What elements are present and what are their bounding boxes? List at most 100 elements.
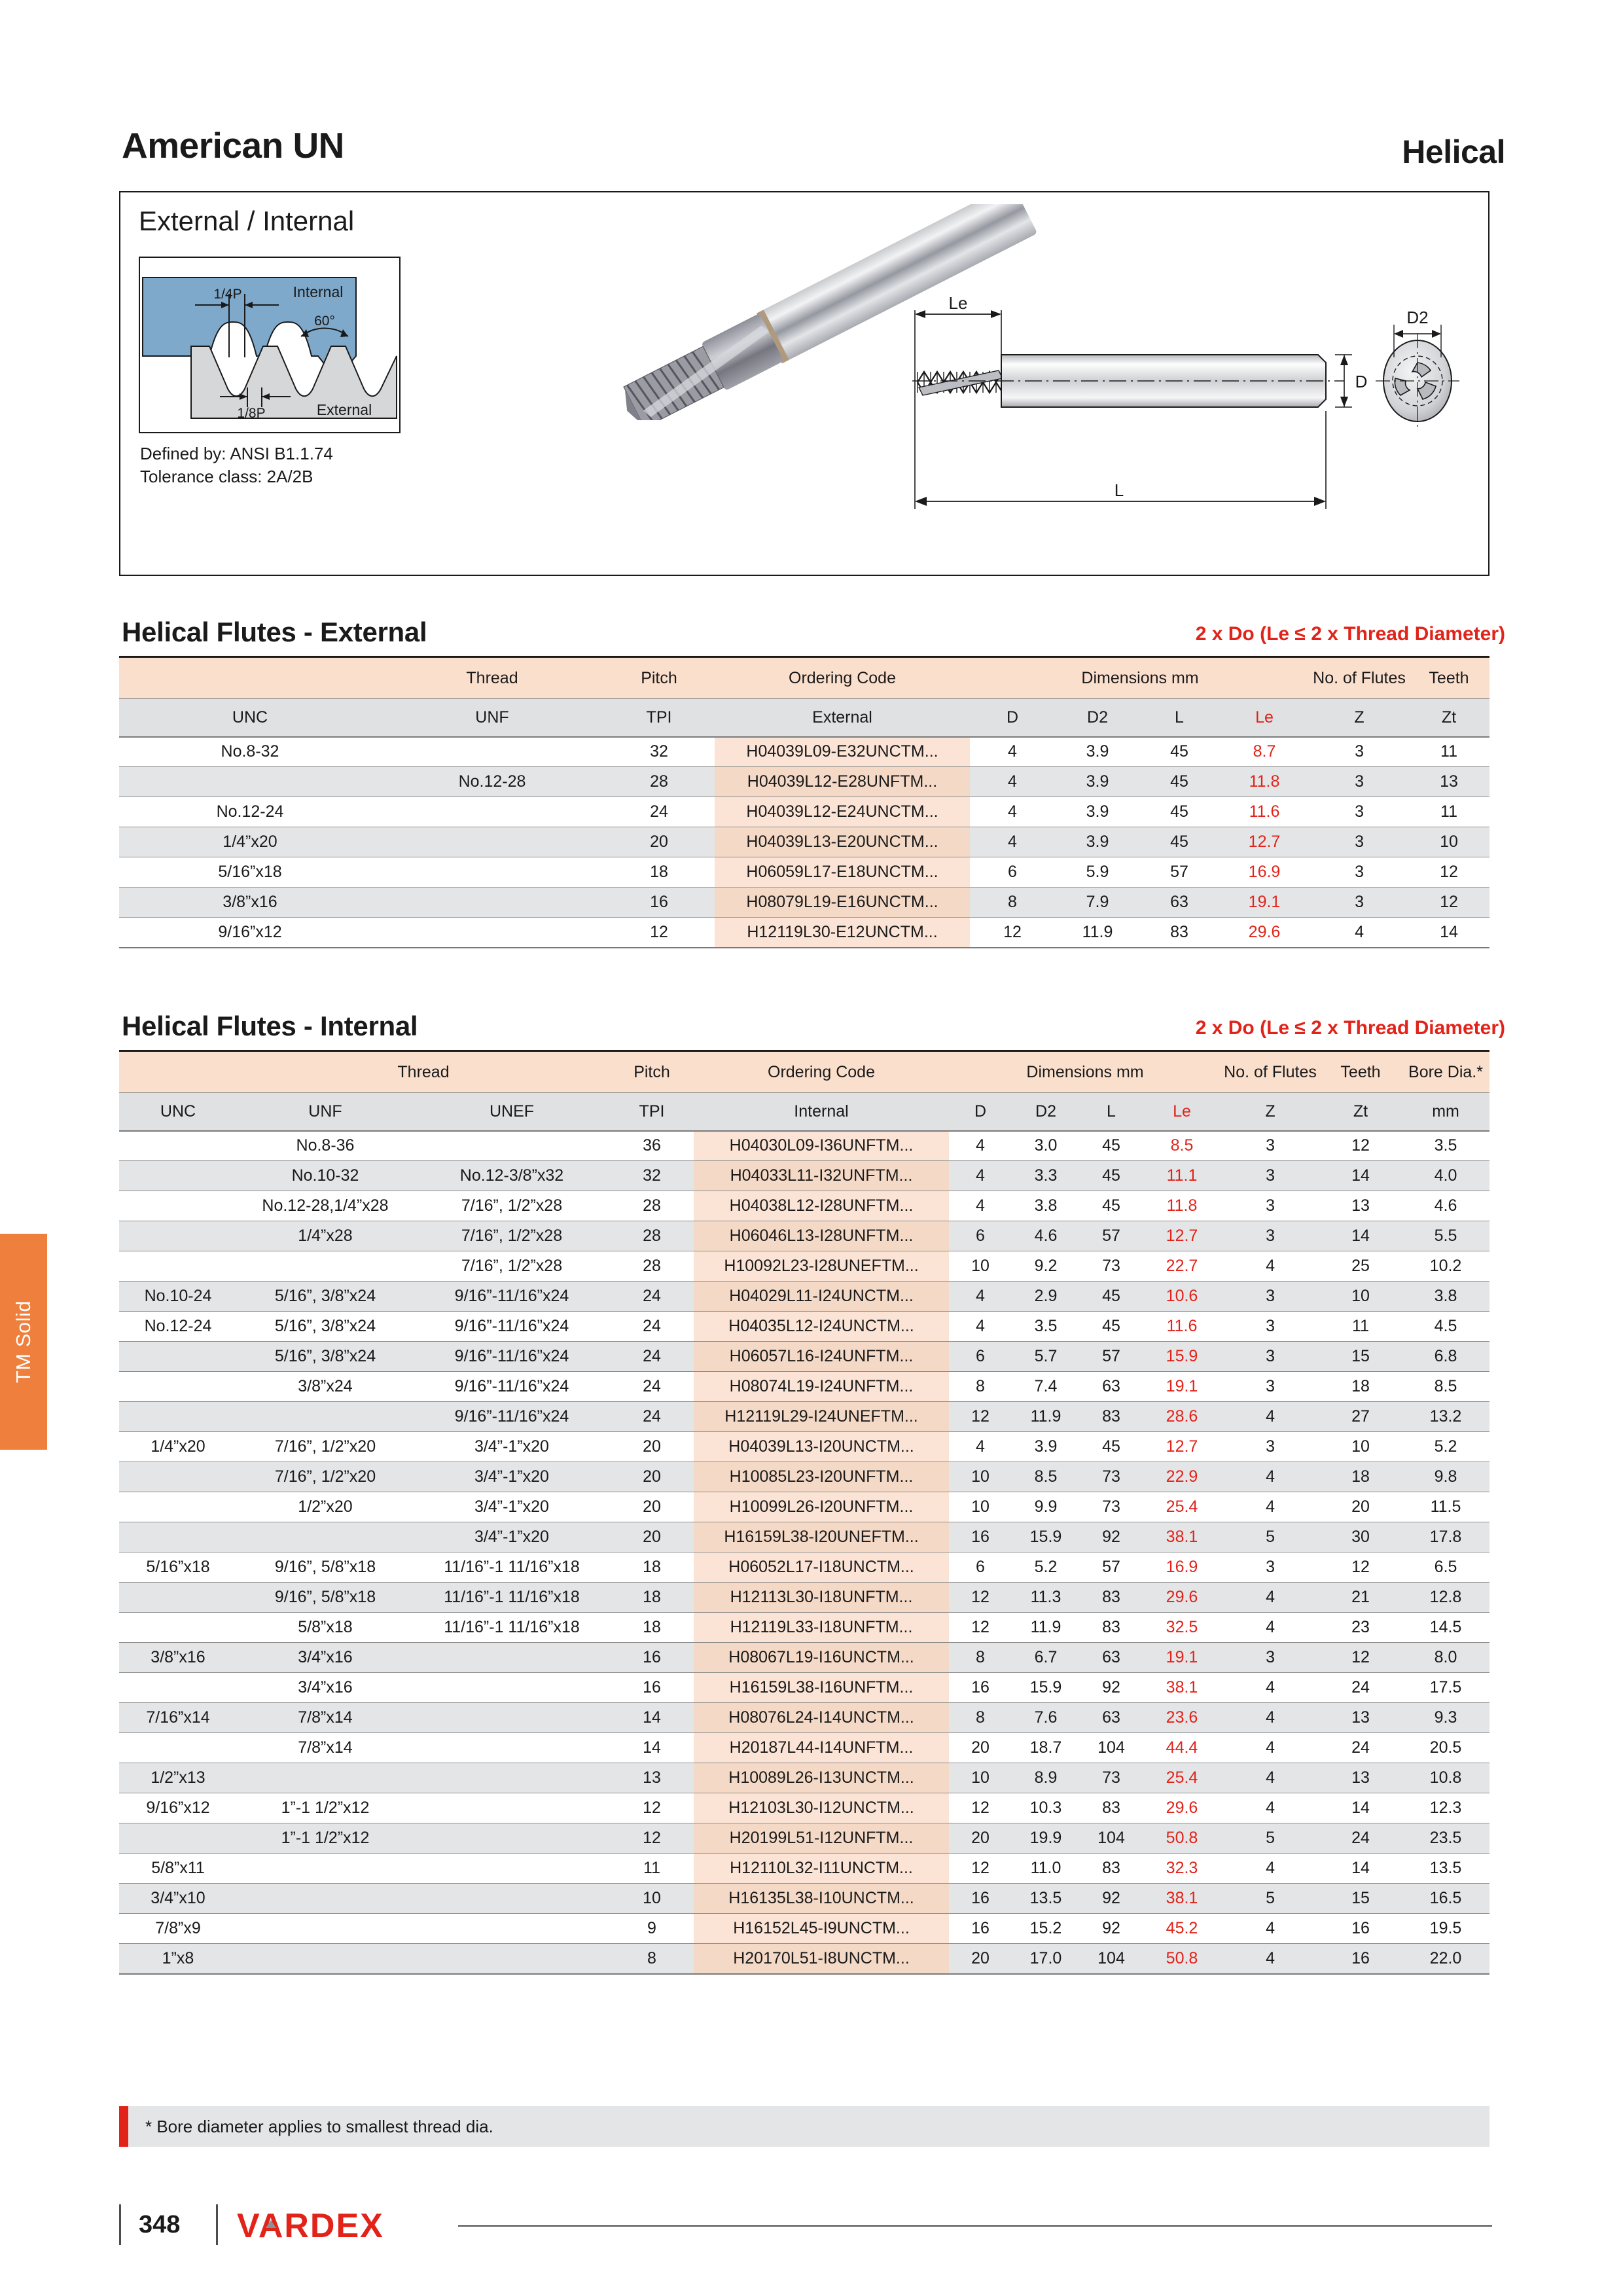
cell-d2: 15.2 [1012,1913,1080,1944]
table-row[interactable]: 1/4”x20 7/16”, 1/2”x20 3/4”-1”x20 20 H04039L… [119,1431,1490,1462]
table-row[interactable]: 7/16”x14 7/8”x14 14 H08076L24-I14UNCTM... 8 7… [119,1702,1490,1733]
cell-unf [381,857,603,888]
cell-ordering-code: H04039L13-I20UNCTM... [694,1431,949,1462]
cell-bore-dia: 19.5 [1402,1913,1490,1944]
table-row[interactable]: 1/4”x20 20 H04039L13-E20UNCTM... 4 3.9 45 12.7… [119,827,1490,857]
cell-d2: 7.9 [1055,887,1140,918]
section-title-internal: Helical Flutes - Internal [122,1011,418,1041]
cell-d: 10 [949,1763,1012,1793]
cell-ordering-code: H06046L13-I28UNFTM... [694,1221,949,1251]
cell-ordering-code: H04033L11-I32UNFTM... [694,1160,949,1191]
thread-profile-diagram: 1/4P Internal 60° 1/8P External [139,257,401,433]
table-row[interactable]: 9/16”-11/16”x24 24 H12119L29-I24UNEFTM... 1… [119,1401,1490,1432]
cell-zt: 12 [1408,887,1490,918]
table-row[interactable]: 3/4”x16 16 H16159L38-I16UNFTM... 16 15.9 92 38… [119,1672,1490,1703]
cell-zt: 11 [1319,1311,1402,1342]
cell-unc: 1/4”x20 [119,1431,237,1462]
table-row[interactable]: 3/4”x10 10 H16135L38-I10UNCTM... 16 13.5 92 38… [119,1883,1490,1914]
cell-d2: 3.8 [1012,1191,1080,1221]
table-row[interactable]: 7/16”, 1/2”x20 3/4”-1”x20 20 H10085L23-I20U… [119,1462,1490,1492]
table-row[interactable]: No.10-24 5/16”, 3/8”x24 9/16”-11/16”x24 24 H… [119,1281,1490,1312]
table-row[interactable]: No.12-24 24 H04039L12-E24UNCTM... 4 3.9 45 11.… [119,797,1490,827]
cell-d2: 3.5 [1012,1311,1080,1342]
table-row[interactable]: 7/8”x14 14 H20187L44-I14UNFTM... 20 18.7 104 4… [119,1732,1490,1763]
table-row[interactable]: 1/2”x13 13 H10089L26-I13UNCTM... 10 8.9 73 25.… [119,1763,1490,1793]
cell-tpi: 14 [610,1732,694,1763]
cell-ordering-code: H10099L26-I20UNFTM... [694,1492,949,1522]
table-row[interactable]: 1”x8 8 H20170L51-I8UNCTM... 20 17.0 104 50.8 4 1… [119,1943,1490,1975]
cell-tpi: 16 [610,1672,694,1703]
cell-zt: 24 [1319,1672,1402,1703]
cell-tpi: 16 [603,887,715,918]
cell-unc [119,1341,237,1372]
cell-z: 4 [1221,1251,1320,1282]
table-row[interactable]: 7/16”, 1/2”x28 28 H10092L23-I28UNEFTM... 10… [119,1251,1490,1282]
cell-d: 12 [949,1853,1012,1884]
cell-unc: 3/8”x16 [119,887,381,918]
cell-tpi: 12 [610,1823,694,1854]
table-row[interactable]: No.12-28 28 H04039L12-E28UNFTM... 4 3.9 45 11.… [119,766,1490,797]
cell-tpi: 32 [603,736,715,767]
cell-zt: 24 [1319,1823,1402,1854]
cell-unc [119,1221,237,1251]
cell-ordering-code: H10089L26-I13UNCTM... [694,1763,949,1793]
table-row[interactable]: No.10-32 No.12-3/8”x32 32 H04033L11-I32UNFT… [119,1160,1490,1191]
table-row[interactable]: 9/16”x12 1”-1 1/2”x12 12 H12103L30-I12UNCTM… [119,1793,1490,1823]
cell-le: 11.8 [1143,1191,1222,1221]
table-row[interactable]: No.12-28,1/4”x28 7/16”, 1/2”x28 28 H04038L1… [119,1191,1490,1221]
table-row[interactable]: 7/8”x9 9 H16152L45-I9UNCTM... 16 15.2 92 45.2 4… [119,1913,1490,1944]
col-z: Z [1310,698,1409,738]
table-row[interactable]: 5/16”x18 9/16”, 5/8”x18 11/16”-1 11/16”x18… [119,1552,1490,1583]
table-row[interactable]: 3/4”-1”x20 20 H16159L38-I20UNEFTM... 16 15.9… [119,1522,1490,1552]
table-row[interactable]: 9/16”x12 12 H12119L30-E12UNCTM... 12 11.9 83 2… [119,917,1490,948]
side-tab-tm-solid[interactable]: TM Solid [0,1234,47,1450]
cell-d2: 15.9 [1012,1672,1080,1703]
cell-ordering-code: H08079L19-E16UNCTM... [715,887,970,918]
cell-bore-dia: 4.0 [1402,1160,1490,1191]
cell-unf [381,887,603,918]
col-zt: Zt [1319,1092,1402,1132]
cell-bore-dia: 11.5 [1402,1492,1490,1522]
cell-tpi: 18 [610,1612,694,1643]
cell-z: 4 [1221,1582,1320,1613]
cell-zt: 30 [1319,1522,1402,1552]
cell-unc: 3/8”x16 [119,1642,237,1673]
cell-z: 3 [1310,736,1409,767]
cell-zt: 18 [1319,1371,1402,1402]
svg-text:1/4P: 1/4P [213,287,241,302]
table-group-header-row: Thread Pitch Ordering Code Dimensions mm… [119,1050,1490,1093]
hero-title: External / Internal [139,206,355,236]
table-row[interactable]: 1”-1 1/2”x12 12 H20199L51-I12UNFTM... 20 19.… [119,1823,1490,1854]
cell-zt: 12 [1319,1642,1402,1673]
cell-d2: 3.9 [1055,827,1140,857]
cell-l: 83 [1080,1582,1143,1613]
cell-d2: 11.3 [1012,1582,1080,1613]
table-row[interactable]: 5/8”x11 11 H12110L32-I11UNCTM... 12 11.0 83 32… [119,1853,1490,1884]
table-row[interactable]: 5/16”, 3/8”x24 9/16”-11/16”x24 24 H06057L16… [119,1341,1490,1372]
section-title-external: Helical Flutes - External [122,617,427,647]
table-row[interactable]: 3/8”x16 16 H08079L19-E16UNCTM... 8 7.9 63 19.1… [119,887,1490,918]
table-row[interactable]: 9/16”, 5/8”x18 11/16”-1 11/16”x18 18 H12113… [119,1582,1490,1613]
table-row[interactable]: 3/8”x16 3/4”x16 16 H08067L19-I16UNCTM... 8 6.… [119,1642,1490,1673]
cell-l: 45 [1140,736,1219,767]
table-row[interactable]: 3/8”x24 9/16”-11/16”x24 24 H08074L19-I24UNF… [119,1371,1490,1402]
table-row[interactable]: 5/16”x18 18 H06059L17-E18UNCTM... 6 5.9 57 16.… [119,857,1490,888]
cell-unef: 3/4”-1”x20 [414,1492,610,1522]
table-row[interactable]: No.8-36 36 H04030L09-I36UNFTM... 4 3.0 45 8.5 3… [119,1130,1490,1161]
cell-ordering-code: H04039L13-E20UNCTM... [715,827,970,857]
table-row[interactable]: 5/8”x18 11/16”-1 11/16”x18 18 H12119L33-I18… [119,1612,1490,1643]
cell-l: 45 [1140,766,1219,797]
cell-zt: 18 [1319,1462,1402,1492]
table-row[interactable]: No.12-24 5/16”, 3/8”x24 9/16”-11/16”x24 24 H… [119,1311,1490,1342]
cell-unc [119,1462,237,1492]
table-row[interactable]: 1/4”x28 7/16”, 1/2”x28 28 H06046L13-I28UNFT… [119,1221,1490,1251]
table-row[interactable]: No.8-32 32 H04039L09-E32UNCTM... 4 3.9 45 8.7 3… [119,736,1490,767]
col-unc: UNC [119,698,381,738]
cell-ordering-code: H06059L17-E18UNCTM... [715,857,970,888]
table-row[interactable]: 1/2”x20 3/4”-1”x20 20 H10099L26-I20UNFTM...… [119,1492,1490,1522]
cell-unf: 7/16”, 1/2”x20 [237,1462,414,1492]
cell-l: 45 [1080,1281,1143,1312]
cell-unf: 3/8”x24 [237,1371,414,1402]
vardex-logo: VARDEX [237,2207,440,2247]
